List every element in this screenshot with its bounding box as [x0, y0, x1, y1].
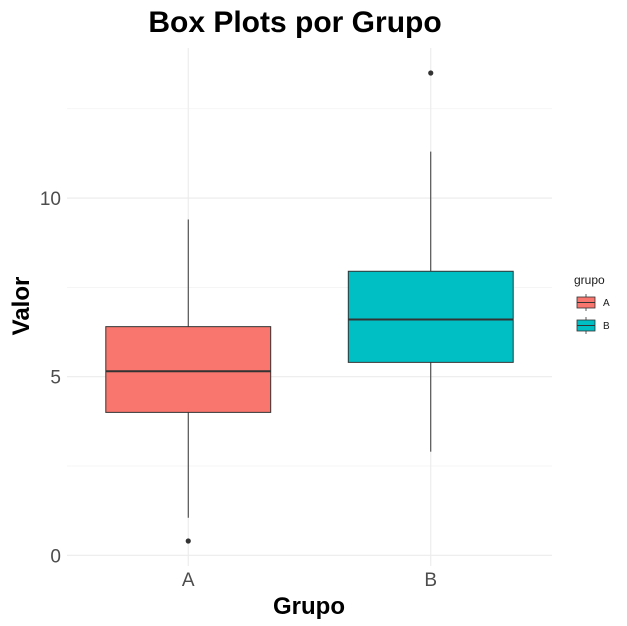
legend-label: A	[603, 298, 610, 309]
box	[105, 326, 272, 413]
y-tick-label: 0	[50, 546, 61, 567]
x-tick-label: B	[424, 570, 437, 591]
legend-title: grupo	[574, 273, 605, 287]
y-tick-label: 5	[50, 368, 61, 389]
box-plots	[105, 70, 514, 544]
x-axis-title: Grupo	[273, 593, 345, 620]
legend-label: B	[603, 321, 610, 332]
chart-title: Box Plots por Grupo	[148, 6, 441, 39]
y-tick-label: 10	[40, 189, 61, 210]
y-axis-tick-labels: 0 5 10	[40, 189, 61, 567]
outlier-point	[428, 70, 434, 76]
box	[347, 270, 514, 363]
box-group-b	[347, 70, 514, 452]
x-tick-label: A	[182, 570, 195, 591]
legend-item-a: A	[576, 294, 610, 311]
y-axis-title: Valor	[8, 277, 35, 336]
legend-item-b: B	[576, 317, 610, 334]
box-group-a	[105, 219, 272, 544]
outlier-point	[185, 538, 191, 544]
legend: grupo A B	[574, 273, 610, 334]
